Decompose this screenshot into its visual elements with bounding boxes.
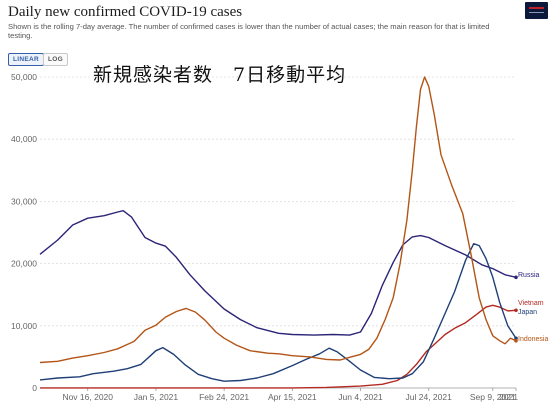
x-tick-label: 2021 — [499, 392, 518, 402]
series-line-vietnam — [40, 304, 517, 389]
log-scale-button[interactable]: LOG — [43, 53, 68, 66]
chart-subtitle: Shown is the rolling 7-day average. The … — [8, 22, 490, 40]
series-label-japan: Japan — [518, 309, 537, 316]
x-tick-label: Feb 24, 2021 — [199, 392, 249, 402]
series-end-dot-japan — [514, 336, 518, 341]
owid-logo-icon[interactable] — [525, 2, 548, 19]
y-tick-label: 20,000 — [11, 259, 37, 269]
series-line-russia — [39, 210, 517, 336]
x-tick-label: Jan 5, 2021 — [134, 392, 179, 402]
series-line-indonesia — [39, 76, 517, 364]
series-end-dot-russia — [514, 275, 518, 280]
series-line-japan — [39, 243, 517, 382]
series-label-vietnam: Vietnam — [518, 300, 544, 307]
y-tick-label: 50,000 — [11, 72, 37, 82]
x-tick-label: Jul 24, 2021 — [406, 392, 453, 402]
series-label-russia: Russia — [518, 272, 540, 279]
x-tick-label: Apr 15, 2021 — [268, 392, 317, 402]
x-tick-label: Jun 4, 2021 — [338, 392, 383, 402]
overlay-caption: 新規感染者数 7日移動平均 — [93, 64, 347, 86]
chart-title: Daily new confirmed COVID-19 cases — [8, 4, 243, 20]
y-tick-label: 40,000 — [11, 134, 37, 144]
series-end-dot-indonesia — [514, 338, 518, 343]
y-tick-label: 30,000 — [11, 196, 37, 206]
x-tick-label: Sep 9, 2021 — [470, 392, 516, 402]
y-tick-label: 0 — [32, 383, 37, 393]
series-label-indonesia: Indonesia — [518, 336, 548, 343]
x-tick-label: Nov 16, 2020 — [62, 392, 113, 402]
series-end-dot-vietnam — [514, 308, 518, 313]
y-tick-label: 10,000 — [11, 321, 37, 331]
